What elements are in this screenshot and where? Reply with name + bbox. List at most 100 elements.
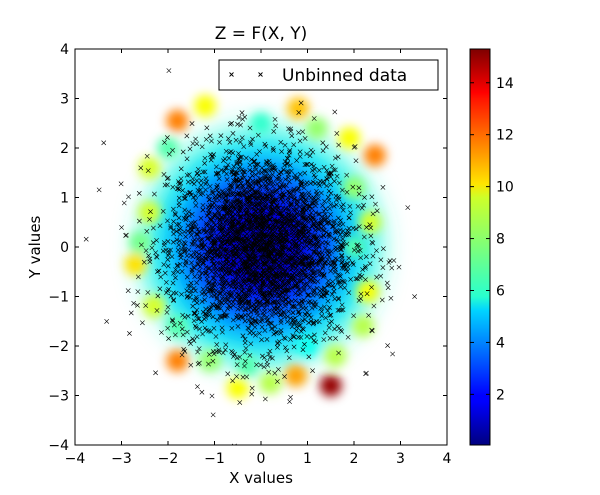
y-tick-label: 0 — [60, 240, 69, 256]
scatter-point — [331, 236, 337, 242]
scatter-point — [333, 267, 338, 273]
scatter-point — [243, 235, 249, 241]
scatter-point — [242, 349, 248, 355]
scatter-point — [274, 329, 280, 335]
scatter-point — [364, 224, 369, 230]
scatter-point — [300, 244, 306, 250]
scatter-point — [261, 274, 267, 280]
heatmap-hot-spot — [284, 364, 307, 387]
scatter-point — [136, 190, 142, 196]
scatter-point — [240, 333, 246, 339]
scatter-point — [203, 270, 209, 276]
scatter-point — [318, 293, 324, 299]
scatter-point — [300, 326, 305, 332]
scatter-point — [347, 203, 353, 209]
colorbar-tick-label: 10 — [496, 180, 514, 196]
scatter-point — [283, 183, 289, 189]
scatter-point — [223, 249, 229, 254]
scatter-point — [250, 245, 256, 251]
scatter-point — [206, 328, 212, 334]
scatter-point — [340, 262, 346, 268]
scatter-point — [253, 304, 259, 310]
scatter-point — [195, 236, 201, 242]
scatter-point — [236, 241, 242, 247]
scatter-point — [286, 355, 292, 361]
scatter-point — [302, 170, 308, 176]
scatter-point — [368, 233, 374, 239]
scatter-point — [184, 156, 190, 162]
scatter-point — [213, 302, 219, 308]
scatter-point — [345, 261, 351, 267]
scatter-point — [309, 305, 315, 311]
scatter-point — [221, 158, 226, 164]
scatter-point — [147, 216, 152, 222]
scatter-point — [285, 198, 291, 204]
scatter-point — [276, 240, 282, 245]
scatter-point — [235, 121, 240, 127]
scatter-point — [257, 184, 262, 190]
scatter-point — [288, 262, 294, 268]
scatter-point — [253, 237, 258, 243]
scatter-point — [238, 314, 244, 320]
scatter-point — [329, 224, 335, 229]
scatter-point — [179, 326, 185, 332]
scatter-point — [290, 238, 296, 244]
scatter-point — [327, 206, 333, 212]
scatter-point — [346, 229, 351, 235]
scatter-point — [270, 172, 276, 178]
scatter-point — [139, 242, 144, 248]
scatter-point — [255, 179, 261, 185]
scatter-point — [259, 353, 265, 359]
scatter-point — [293, 243, 299, 249]
scatter-point — [199, 237, 205, 242]
scatter-point — [371, 303, 377, 309]
scatter-point — [292, 260, 298, 265]
scatter-point — [324, 176, 330, 182]
scatter-point — [241, 224, 247, 230]
scatter-point — [135, 289, 141, 295]
scatter-point — [306, 312, 312, 318]
scatter-point — [234, 355, 240, 361]
scatter-point — [311, 116, 317, 121]
scatter-point — [188, 232, 194, 238]
heatmap-hot-spot — [157, 137, 179, 159]
scatter-point — [218, 276, 224, 282]
scatter-point — [307, 153, 313, 159]
scatter-point — [311, 201, 317, 207]
scatter-point — [292, 278, 298, 284]
scatter-point — [248, 198, 253, 203]
scatter-point — [235, 230, 241, 236]
scatter-point — [281, 276, 287, 282]
scatter-point — [273, 311, 279, 316]
scatter-point — [200, 169, 206, 175]
scatter-point — [238, 199, 244, 205]
scatter-point — [320, 264, 326, 269]
scatter-point — [171, 270, 177, 276]
scatter-point — [217, 289, 223, 295]
scatter-point — [230, 228, 236, 233]
scatter-point — [166, 336, 171, 341]
scatter-point — [308, 334, 314, 340]
scatter-point — [244, 205, 250, 211]
scatter-point — [358, 255, 364, 261]
scatter-point — [266, 289, 272, 295]
scatter-point — [253, 318, 259, 324]
scatter-point — [385, 285, 391, 291]
scatter-point — [230, 221, 236, 227]
scatter-point — [210, 255, 216, 261]
scatter-point — [266, 253, 271, 259]
scatter-point — [286, 149, 292, 155]
scatter-point — [287, 189, 292, 195]
scatter-point — [204, 276, 210, 282]
scatter-point — [245, 212, 251, 218]
scatter-point — [288, 201, 294, 207]
scatter-point — [96, 187, 102, 193]
scatter-point — [305, 292, 311, 298]
scatter-point — [338, 247, 344, 252]
scatter-point — [255, 132, 261, 138]
scatter-point — [288, 126, 294, 132]
scatter-point — [321, 273, 327, 278]
scatter-point — [217, 251, 223, 256]
scatter-point — [230, 199, 236, 205]
scatter-point — [291, 224, 297, 230]
